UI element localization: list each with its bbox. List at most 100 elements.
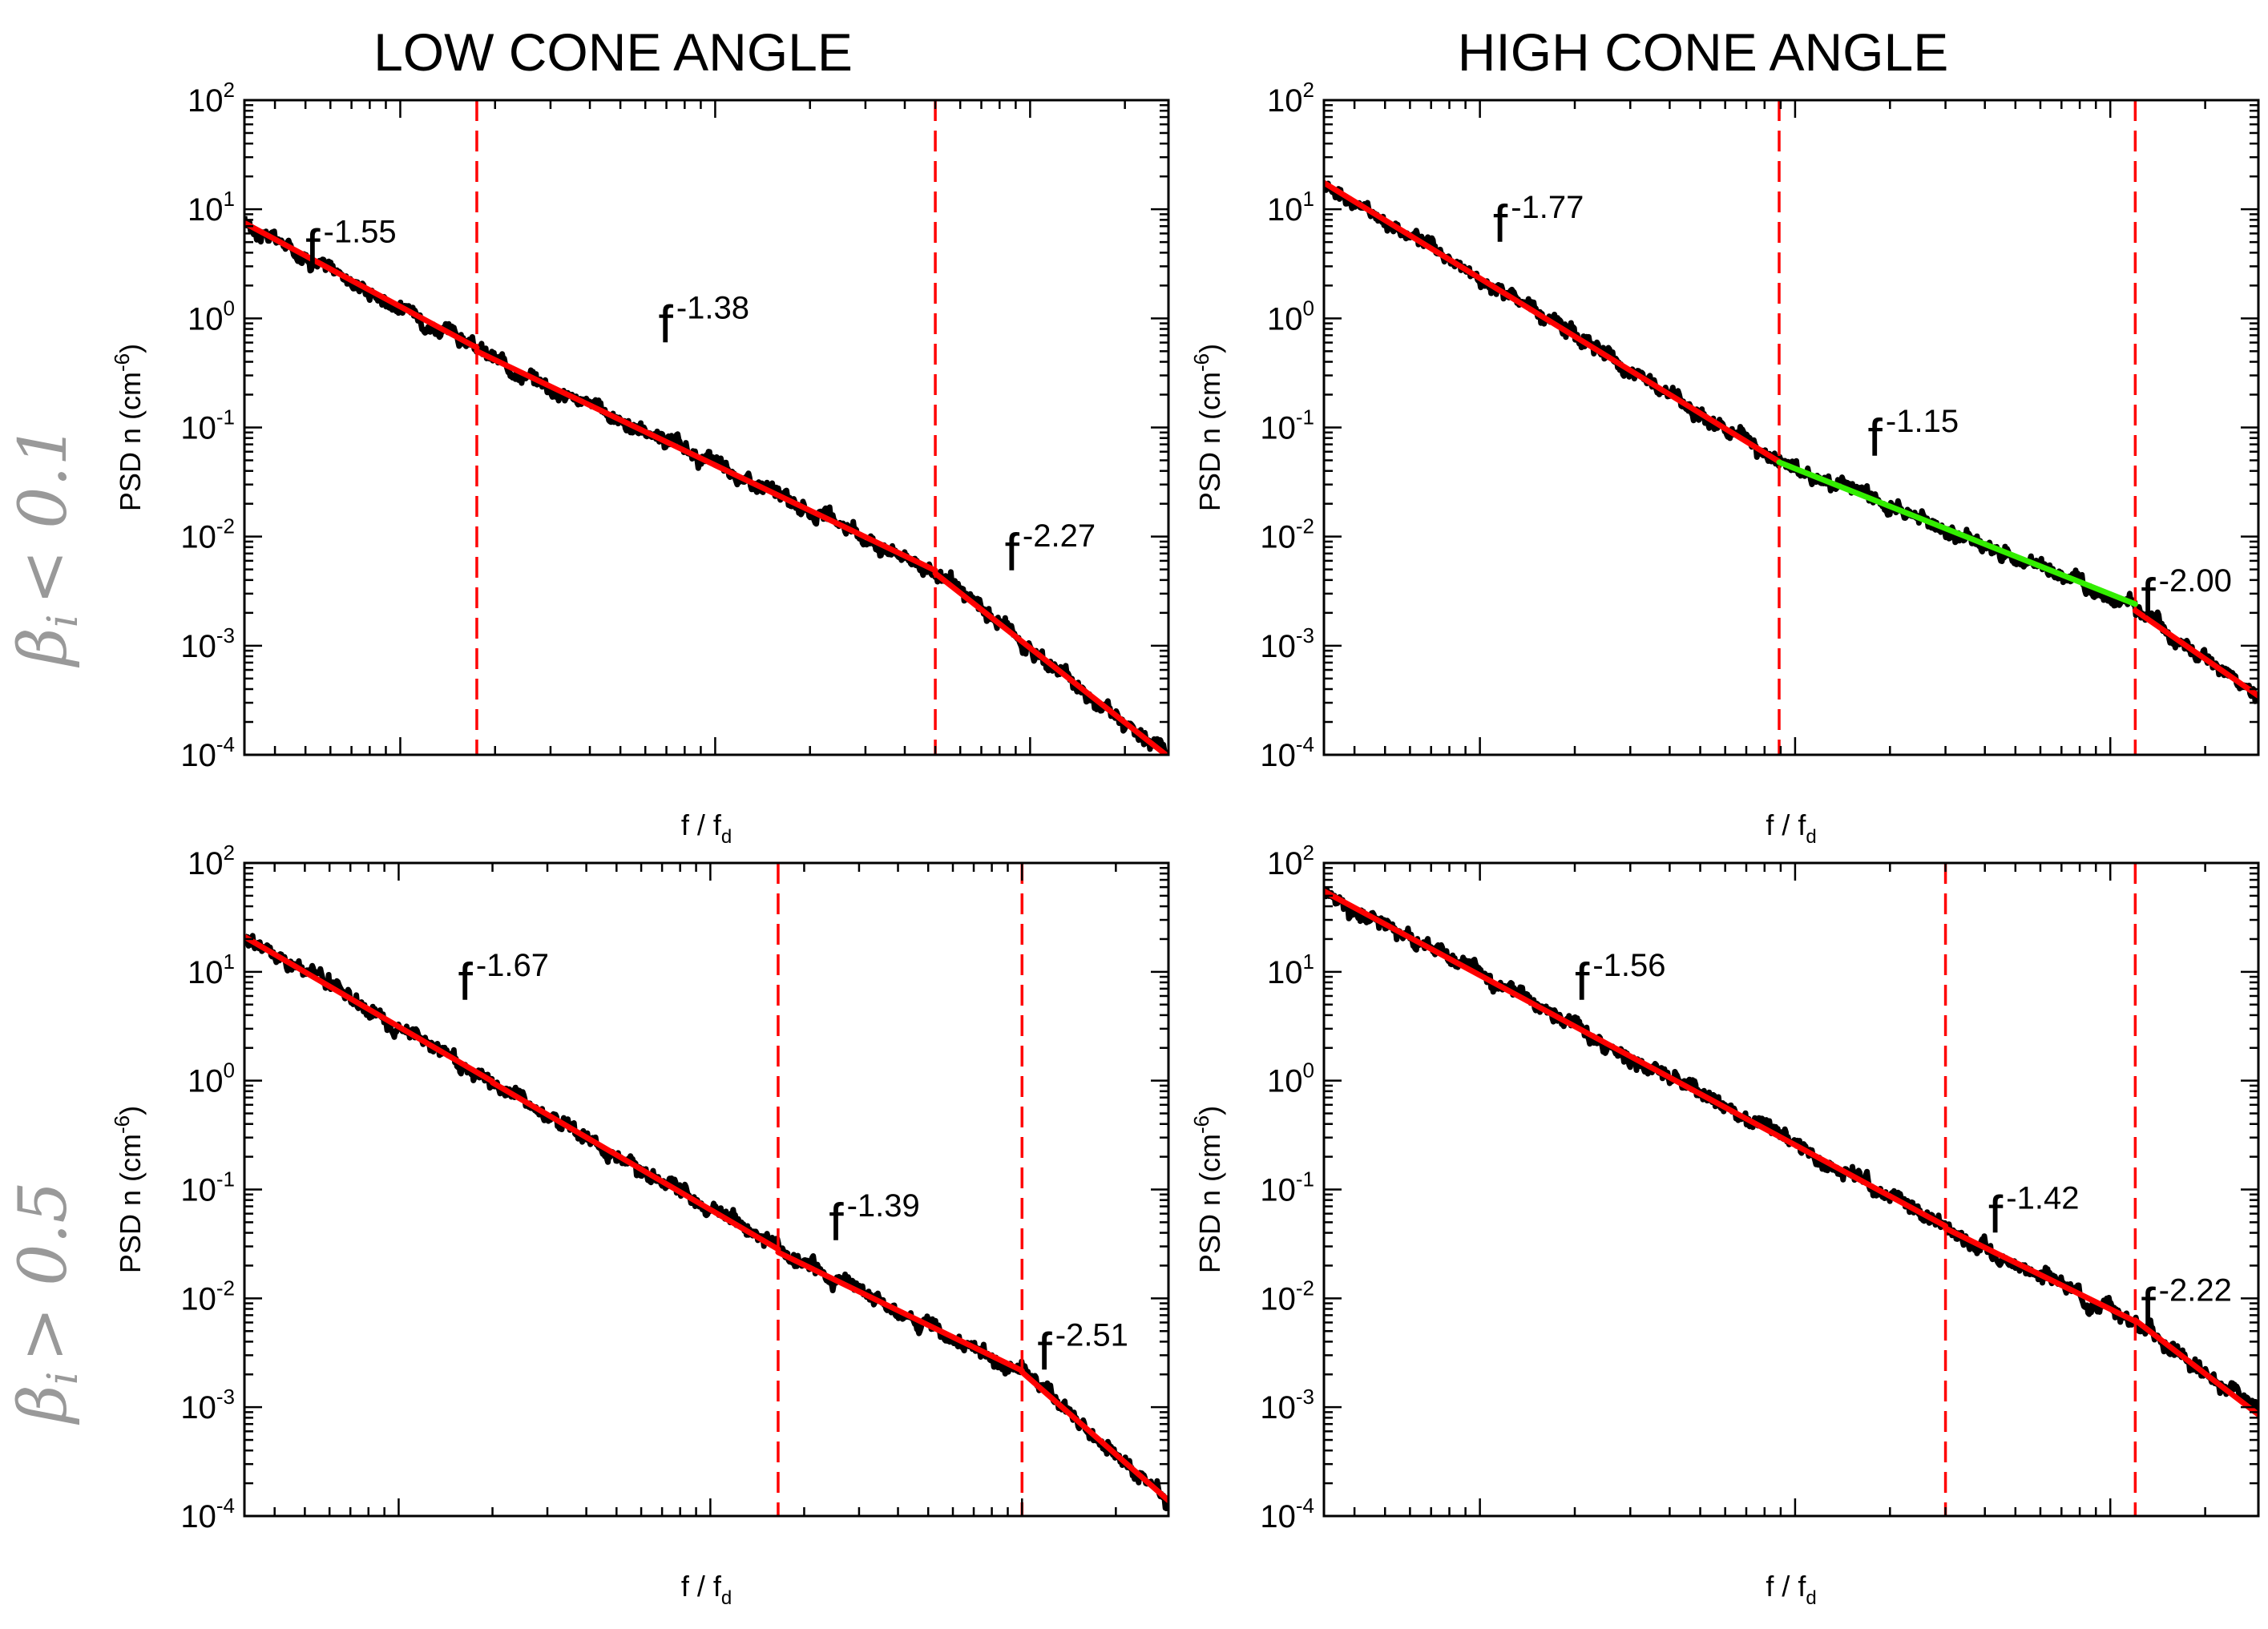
fit-segment-4 xyxy=(1019,1369,1168,1504)
slope-annotation: f -2.27 xyxy=(1005,518,1096,582)
y-tick-label: 10-1 xyxy=(180,405,235,446)
y-tick-label: 10-1 xyxy=(180,1167,235,1208)
y-tick-exponent: -3 xyxy=(1296,623,1314,647)
y-tick-base: 10 xyxy=(180,629,216,664)
x-axis-label-main: f / f xyxy=(1766,1570,1806,1603)
fit-segment-1 xyxy=(244,933,496,1085)
x-axis-label-main: f / f xyxy=(681,808,722,841)
y-tick-label: 101 xyxy=(1267,950,1314,990)
y-tick-label: 102 xyxy=(188,78,235,119)
y-tick-base: 10 xyxy=(1267,192,1303,228)
x-axis-label-subscript: d xyxy=(721,826,732,848)
y-tick-label: 10-1 xyxy=(1260,1167,1314,1208)
y-tick-exponent: 1 xyxy=(1303,187,1314,211)
fit-segment-3 xyxy=(932,571,1168,755)
slope-annotation-f: f xyxy=(2141,1276,2156,1336)
y-tick-exponent: -1 xyxy=(216,1167,235,1192)
y-tick-base: 10 xyxy=(1267,301,1303,337)
y-tick-base: 10 xyxy=(180,738,216,773)
y-tick-label: 102 xyxy=(1267,841,1314,881)
plot-frame xyxy=(243,99,1170,756)
slope-annotation: f -1.15 xyxy=(1868,404,1959,467)
y-tick-label: 101 xyxy=(1267,187,1314,228)
x-axis-label: f / fd xyxy=(681,808,732,848)
y-axis-label-superscript: -6 xyxy=(110,353,134,372)
y-axis-label-superscript: -6 xyxy=(110,1115,134,1134)
y-tick-label: 10-2 xyxy=(1260,1276,1314,1317)
slope-annotation: f -2.22 xyxy=(2141,1272,2232,1336)
slope-annotation-f: f xyxy=(2141,567,2156,627)
y-tick-base: 10 xyxy=(1260,1281,1296,1317)
slope-annotation-exponent: -1.42 xyxy=(2006,1181,2079,1216)
y-tick-base: 10 xyxy=(180,1173,216,1208)
x-axis-label-main: f / f xyxy=(681,1570,722,1603)
y-tick-label: 10-2 xyxy=(180,514,235,555)
slope-annotation-f: f xyxy=(1868,408,1883,467)
fit-segment-2 xyxy=(1943,1225,2138,1325)
y-axis-label-main: PSD n (cm xyxy=(114,1134,147,1273)
row-label-top-subscript: i xyxy=(39,615,87,628)
plot-area xyxy=(1324,863,2258,1516)
row-label-bottom-relation: > 0.5 xyxy=(6,1181,82,1361)
plot-area xyxy=(1324,100,2258,755)
y-tick-exponent: 0 xyxy=(224,296,235,320)
y-tick-base: 10 xyxy=(1260,738,1296,773)
y-tick-exponent: 1 xyxy=(1303,950,1314,974)
x-axis-label: f / fd xyxy=(1766,1570,1816,1609)
y-tick-label: 10-4 xyxy=(180,732,235,773)
y-tick-exponent: -3 xyxy=(216,1385,235,1409)
slope-annotation-f: f xyxy=(458,952,473,1011)
plot-area xyxy=(244,863,1168,1516)
slope-annotation-f: f xyxy=(1037,1322,1052,1381)
slope-annotation-f: f xyxy=(1575,952,1590,1011)
y-axis-label: PSD n (cm-6) xyxy=(1189,1106,1226,1273)
y-tick-exponent: -2 xyxy=(1296,514,1314,538)
fit-segment-3 xyxy=(775,1249,1025,1374)
y-tick-label: 100 xyxy=(1267,1058,1314,1099)
y-tick-base: 10 xyxy=(188,1064,224,1099)
row-label-bottom-subscript: i xyxy=(39,1372,87,1385)
y-tick-exponent: -1 xyxy=(216,405,235,429)
plot-area xyxy=(244,100,1168,755)
y-tick-base: 10 xyxy=(1267,955,1303,990)
y-tick-base: 10 xyxy=(180,1499,216,1534)
y-axis-label-superscript: -6 xyxy=(1189,353,1213,372)
y-tick-label: 10-4 xyxy=(180,1494,235,1534)
y-tick-exponent: -2 xyxy=(1296,1276,1314,1300)
y-tick-exponent: 0 xyxy=(1303,1058,1314,1083)
slope-annotation: f -1.67 xyxy=(458,948,549,1011)
y-tick-label: 100 xyxy=(188,1058,235,1099)
y-tick-base: 10 xyxy=(1267,846,1303,881)
slope-annotation-exponent: -1.56 xyxy=(1592,948,1665,983)
row-label-top-symbol: β xyxy=(6,627,82,667)
y-tick-label: 10-2 xyxy=(1260,514,1314,555)
y-tick-exponent: 1 xyxy=(224,187,235,211)
y-tick-base: 10 xyxy=(180,1281,216,1317)
y-tick-label: 100 xyxy=(188,296,235,337)
y-tick-label: 100 xyxy=(1267,296,1314,337)
y-tick-label: 10-3 xyxy=(180,1385,235,1425)
y-tick-label: 10-1 xyxy=(1260,405,1314,446)
psd-data-trace xyxy=(244,933,1168,1511)
y-tick-exponent: 2 xyxy=(224,841,235,865)
y-axis-label-superscript: -6 xyxy=(1189,1115,1213,1134)
y-tick-label: 10-4 xyxy=(1260,1494,1314,1534)
row-label-bottom-symbol: β xyxy=(6,1385,82,1425)
slope-annotation-exponent: -1.77 xyxy=(1511,190,1584,225)
y-tick-base: 10 xyxy=(1267,83,1303,119)
x-axis-label-subscript: d xyxy=(1806,1587,1816,1609)
y-axis-label: PSD n (cm-6) xyxy=(110,344,147,511)
y-tick-exponent: -1 xyxy=(1296,1167,1314,1192)
y-tick-label: 10-4 xyxy=(1260,732,1314,773)
plot-frame xyxy=(1322,99,2260,756)
y-tick-exponent: -1 xyxy=(1296,405,1314,429)
row-label-top-relation: < 0.1 xyxy=(6,424,82,604)
y-tick-exponent: -2 xyxy=(216,514,235,538)
y-tick-base: 10 xyxy=(1260,1499,1296,1534)
slope-annotation-f: f xyxy=(1988,1185,2004,1244)
slope-annotation-exponent: -2.51 xyxy=(1055,1318,1128,1353)
slope-annotation-f: f xyxy=(1493,194,1508,253)
y-tick-exponent: -4 xyxy=(1296,1494,1314,1518)
